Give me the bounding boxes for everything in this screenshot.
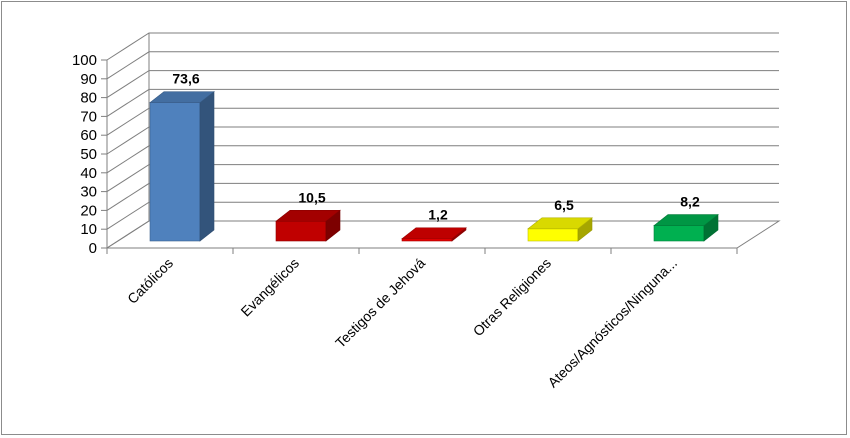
bar-front [275, 220, 327, 242]
x-axis: Católicos Evangélicos Testigos de Jehová Ot… [106, 248, 738, 391]
data-labels: 73,6 10,5 1,2 6,5 8,2 [172, 71, 700, 223]
y-tick-label: 100 [72, 52, 97, 69]
bar-front [527, 228, 579, 242]
data-label: 73,6 [172, 71, 199, 87]
data-label: 8,2 [680, 194, 700, 210]
bar-front [149, 102, 201, 242]
x-tick-label: Católicos [124, 255, 176, 307]
y-tick-label: 40 [80, 165, 97, 182]
gridline [106, 88, 779, 117]
bar [275, 209, 341, 242]
bar [401, 227, 467, 242]
bar [149, 91, 215, 242]
gridline [106, 145, 779, 174]
bar-top [653, 214, 719, 226]
bar [653, 213, 719, 242]
y-tick-label: 70 [80, 108, 97, 125]
x-tick-label: Testigos de Jehová [332, 255, 428, 351]
y-tick-label: 50 [80, 146, 97, 163]
bar [527, 217, 593, 242]
gridline [106, 164, 779, 193]
bar-front [653, 225, 705, 242]
y-tick-label: 80 [80, 90, 97, 107]
gridline [106, 126, 779, 155]
gridline [106, 32, 779, 61]
y-tick-label: 10 [80, 221, 97, 238]
x-tick-label: Otras Religiones [470, 255, 554, 339]
bar-top [149, 91, 215, 103]
y-tick-label: 20 [80, 202, 97, 219]
data-label: 1,2 [428, 207, 448, 223]
bars [149, 91, 719, 242]
bar-top [275, 209, 341, 222]
x-tick-label: Ateos/Agnósticos/Ninguna... [544, 255, 680, 391]
bar-front [401, 238, 453, 242]
y-tick-label: 90 [80, 71, 97, 88]
gridline [106, 70, 779, 99]
data-label: 6,5 [554, 197, 574, 213]
gridline [106, 107, 779, 136]
bar-top [527, 217, 593, 230]
gridline [106, 201, 779, 230]
gridline [106, 182, 779, 211]
gridline [106, 51, 779, 80]
bar-side [199, 91, 215, 242]
x-tick-label: Evangélicos [237, 255, 302, 320]
data-label: 10,5 [298, 189, 325, 205]
y-tick-label: 0 [89, 240, 97, 257]
gridlines [106, 32, 779, 249]
y-tick-label: 30 [80, 184, 97, 201]
y-tick-label: 60 [80, 127, 97, 144]
bar-top [401, 227, 467, 240]
